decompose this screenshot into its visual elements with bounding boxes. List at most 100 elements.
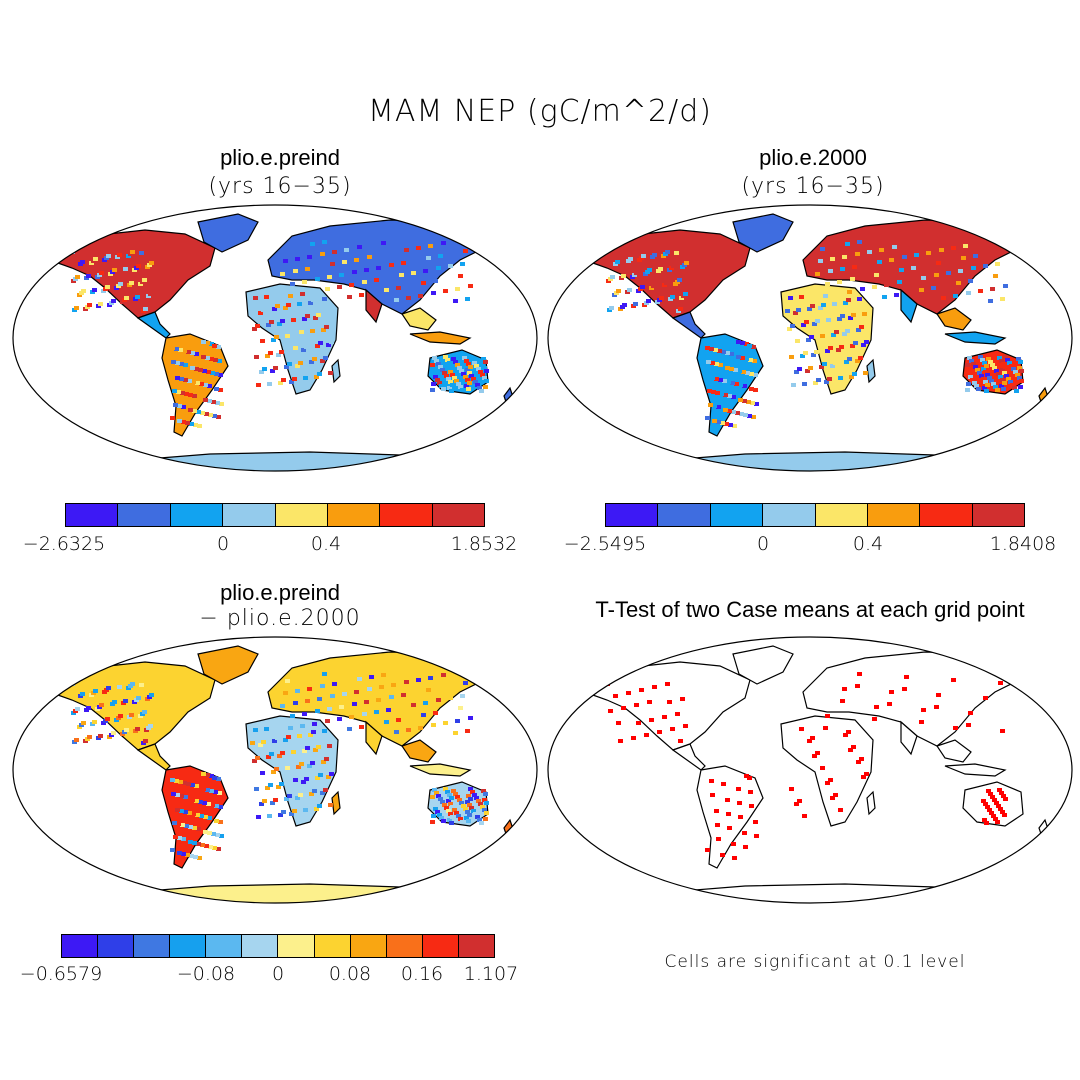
grid-cell: [149, 261, 154, 265]
grid-cell: [473, 380, 478, 384]
grid-cell: [856, 328, 861, 332]
colorbar-3-swatch-9: [386, 935, 423, 957]
grid-cell: [277, 754, 282, 758]
grid-cell: [389, 263, 394, 267]
grid-cell: [196, 410, 201, 414]
grid-cell: [843, 301, 848, 305]
grid-cell: [456, 382, 461, 386]
grid-cell: [738, 815, 743, 819]
madagascar-landmass: [866, 358, 876, 384]
grid-cell: [827, 377, 832, 381]
grid-cell: [129, 713, 134, 717]
grid-cell: [966, 723, 971, 727]
grid-cell: [379, 253, 384, 257]
grid-cell: [181, 420, 186, 424]
grid-cell: [287, 794, 292, 798]
grid-cell: [731, 410, 736, 414]
grid-cell: [170, 848, 175, 852]
colorbar-3-swatch-2: [134, 935, 171, 957]
grid-cell: [977, 371, 982, 375]
grid-cell: [209, 357, 214, 361]
grid-cell: [74, 306, 79, 310]
grid-cell: [984, 389, 989, 393]
grid-cell: [283, 738, 288, 742]
grid-cell: [315, 344, 320, 348]
grid-cell: [710, 793, 715, 797]
grid-cell: [924, 263, 929, 267]
grid-cell: [815, 751, 820, 755]
panel1-map: [12, 204, 538, 472]
colorbar-2-swatch-0: [606, 504, 659, 526]
grid-cell: [293, 701, 298, 705]
grid-cell: [750, 401, 755, 405]
grid-cell: [622, 303, 627, 307]
grid-cell: [192, 826, 197, 830]
greenland-landmass: [732, 213, 794, 253]
grid-cell: [214, 387, 219, 391]
grid-cell: [271, 770, 276, 774]
grid-cell: [432, 788, 437, 792]
grid-cell: [468, 355, 473, 359]
grid-cell: [721, 350, 726, 354]
grid-cell: [1019, 379, 1024, 383]
grid-cell: [401, 693, 406, 697]
grid-cell: [86, 274, 91, 278]
grid-cell: [287, 362, 292, 366]
grid-cell: [216, 415, 221, 419]
grid-cell: [433, 375, 438, 379]
grid-cell: [190, 366, 195, 370]
grid-cell: [310, 674, 315, 678]
grid-cell: [290, 781, 295, 785]
grid-cell: [468, 787, 473, 791]
grid-cell: [218, 373, 223, 377]
grid-cell: [835, 292, 840, 296]
grid-cell: [725, 351, 730, 355]
grid-cell: [465, 810, 470, 814]
grid-cell: [791, 383, 796, 387]
grid-cell: [733, 368, 738, 372]
grid-cell: [216, 345, 221, 349]
grid-cell: [253, 296, 258, 300]
cb3-label-min: −0.6579: [19, 963, 103, 985]
grid-cell: [837, 280, 842, 284]
grid-cell: [267, 382, 272, 386]
colorbar-1-swatch-6: [380, 504, 433, 526]
grid-cell: [608, 709, 613, 713]
grid-cell: [453, 792, 458, 796]
grid-cell: [447, 818, 452, 822]
grid-cell: [971, 362, 976, 366]
grid-cell: [207, 384, 212, 388]
grid-cell: [438, 686, 443, 690]
grid-cell: [978, 355, 983, 359]
grid-cell: [828, 346, 833, 350]
colorbar-3-swatch-6: [278, 935, 315, 957]
grid-cell: [989, 811, 994, 815]
grid-cell: [825, 282, 830, 286]
grid-cell: [272, 307, 277, 311]
grid-cell: [734, 382, 739, 386]
grid-cell: [179, 809, 184, 813]
grid-cell: [467, 803, 472, 807]
grid-cell: [751, 415, 756, 419]
grid-cell: [203, 383, 208, 387]
grid-cell: [1003, 797, 1008, 801]
grid-cell: [262, 367, 267, 371]
grid-cell: [1009, 364, 1014, 368]
grid-cell: [441, 241, 446, 245]
grid-cell: [1000, 378, 1005, 382]
grid-cell: [448, 812, 453, 816]
grid-cell: [195, 381, 200, 385]
grid-cell: [988, 360, 993, 364]
significance-note: Cells are significant at 0.1 level: [664, 952, 966, 972]
grid-cell: [995, 262, 1000, 266]
grid-cell: [307, 332, 312, 336]
grid-cell: [999, 384, 1004, 388]
grid-cell: [851, 745, 856, 749]
grid-cell: [354, 690, 359, 694]
grid-cell: [746, 400, 751, 404]
grid-cell: [833, 793, 838, 797]
grid-cell: [192, 394, 197, 398]
grid-cell: [796, 308, 801, 312]
colorbar-3-swatch-3: [170, 935, 207, 957]
grid-cell: [819, 365, 824, 369]
